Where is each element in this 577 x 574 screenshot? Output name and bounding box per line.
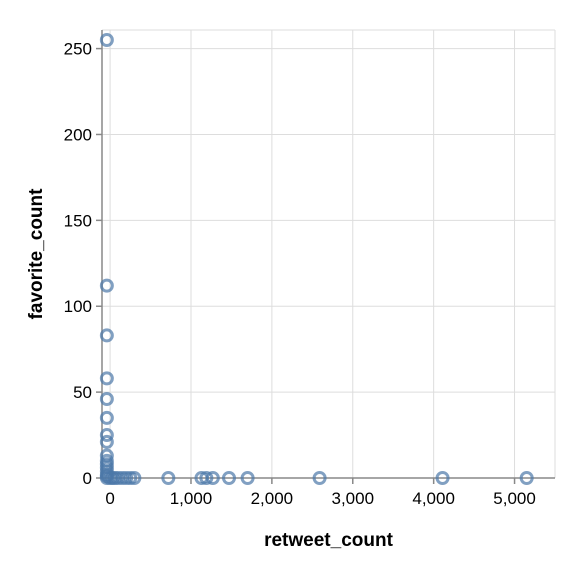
- y-axis-title: favorite_count: [26, 188, 47, 320]
- x-tick-label: 4,000: [412, 489, 455, 508]
- y-tick-label: 50: [73, 383, 92, 402]
- data-point: [99, 428, 114, 443]
- data-point: [127, 471, 142, 485]
- data-point: [99, 371, 114, 386]
- data-point: [222, 471, 237, 485]
- x-axis-title: retweet_count: [264, 530, 393, 551]
- data-point: [312, 471, 327, 485]
- data-point: [99, 434, 114, 449]
- y-tick-label: 0: [83, 469, 92, 488]
- x-tick-label: 5,000: [493, 489, 536, 508]
- data-point: [199, 471, 214, 485]
- data-point: [99, 33, 114, 47]
- y-tick-label: 100: [64, 297, 92, 316]
- points-layer: [99, 33, 534, 485]
- data-point: [240, 471, 255, 485]
- data-point: [435, 471, 450, 485]
- grid: [102, 29, 556, 479]
- x-tick-label: 3,000: [331, 489, 374, 508]
- y-tick-label: 250: [64, 40, 92, 59]
- data-point: [519, 471, 534, 485]
- x-tick-label: 1,000: [170, 489, 213, 508]
- data-point: [99, 328, 114, 343]
- x-axis: 0 1,000 2,000 3,000 4,000 5,000: [105, 478, 536, 508]
- x-tick-label: 0: [105, 489, 114, 508]
- y-tick-label: 200: [64, 125, 92, 144]
- data-point: [99, 391, 114, 406]
- data-point: [99, 410, 114, 425]
- y-tick-label: 150: [64, 211, 92, 230]
- y-axis: 0 50 100 150 200 250: [64, 40, 102, 488]
- data-point: [99, 278, 114, 293]
- x-tick-label: 2,000: [251, 489, 294, 508]
- data-point: [205, 471, 220, 485]
- data-point: [161, 471, 176, 485]
